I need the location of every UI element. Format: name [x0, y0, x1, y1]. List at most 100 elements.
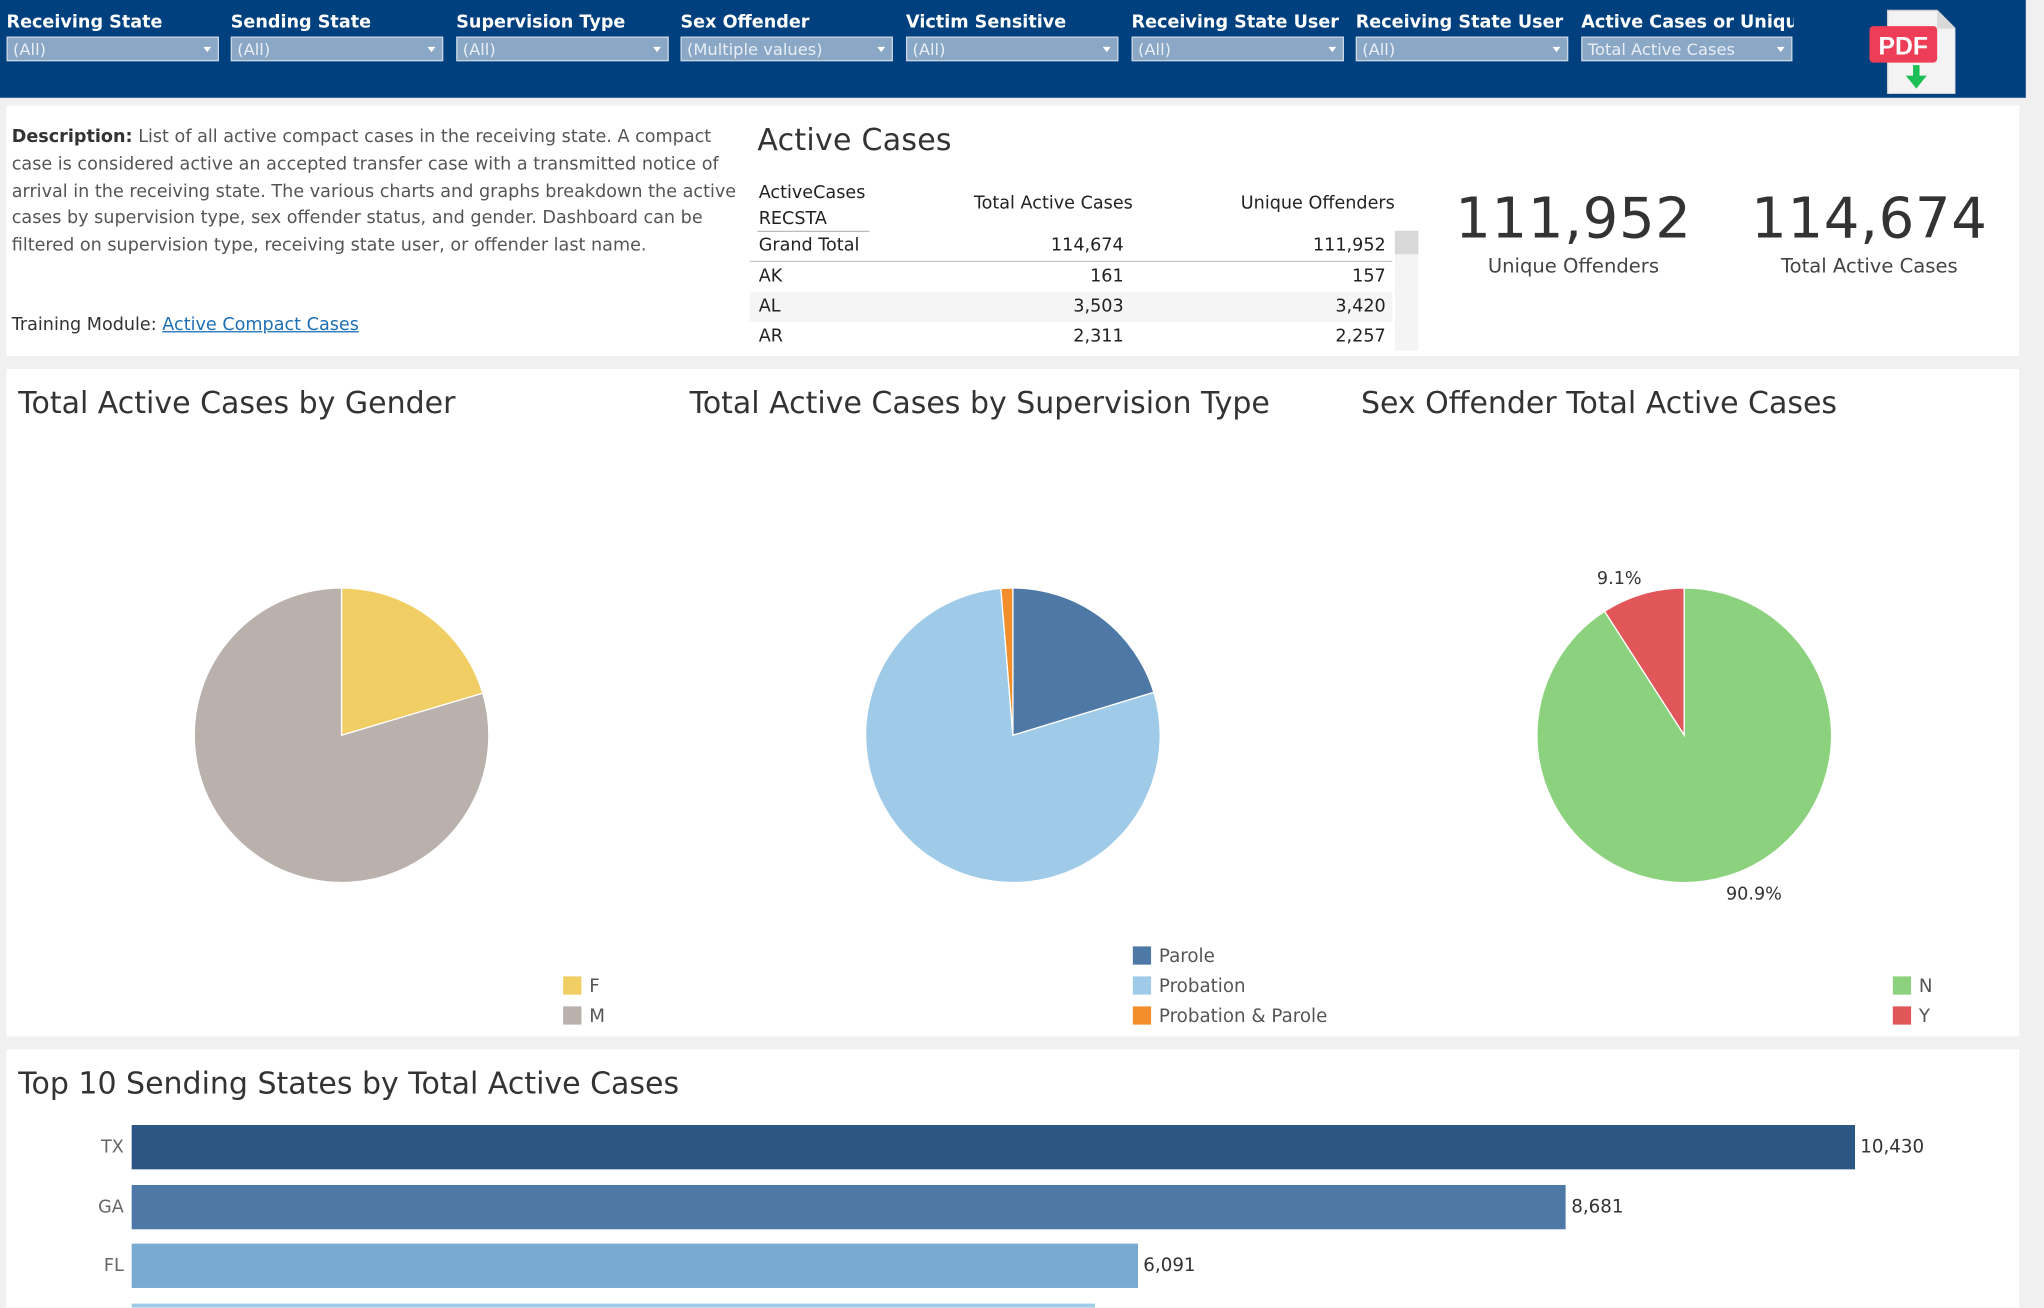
dropdown-value: (All): [1138, 39, 1171, 59]
slice-m[interactable]: [193, 587, 490, 884]
legend-swatch: [563, 976, 582, 995]
state-cell: Grand Total: [758, 234, 860, 256]
gender-chart-title: Total Active Cases by Gender: [18, 387, 456, 422]
gender-pie-chart[interactable]: [192, 585, 492, 885]
supervision-type-pie-chart[interactable]: [863, 585, 1163, 885]
dropdown-value: (All): [462, 39, 496, 59]
unique-cell: 111,952: [1312, 234, 1386, 256]
table-row[interactable]: AK 161 157: [750, 262, 1393, 292]
filter-bar: Receiving State (All) Sending State (All…: [0, 0, 2026, 98]
active-cases-title: Active Cases: [757, 123, 952, 158]
legend-swatch: [1132, 1006, 1152, 1025]
supervision-type-chart-title: Total Active Cases by Supervision Type: [689, 387, 1270, 422]
receiving-state-user-e-dropdown[interactable]: (All): [1131, 36, 1345, 62]
dropdown-arrow-icon: [653, 46, 661, 53]
bar-value-label: 6,091: [1143, 1255, 1196, 1277]
kpi-label: Unique Offenders: [1487, 254, 1660, 278]
receiving-state-dropdown[interactable]: (All): [6, 36, 220, 62]
filter-label: Sending State: [230, 11, 372, 33]
legend-label: M: [589, 1006, 605, 1028]
col-header-unique-offenders[interactable]: Unique Offenders: [1240, 192, 1395, 214]
bar-category-label: TX: [101, 1136, 124, 1158]
bar-fl[interactable]: [131, 1243, 1139, 1288]
active-cases-or-unique-dropdown[interactable]: Total Active Cases: [1581, 36, 1793, 62]
total-cell: 161: [1090, 265, 1124, 287]
dropdown-arrow-icon: [427, 46, 436, 53]
bar-value-label: 8,681: [1571, 1196, 1624, 1217]
total-cell: 3,503: [1073, 295, 1124, 317]
training-label: Training Module:: [11, 314, 163, 336]
legend-item-f[interactable]: F: [563, 976, 600, 997]
filter-receiving-state-user-c: Receiving State User C... (All): [1355, 10, 1569, 62]
header-divider: [757, 230, 870, 233]
dropdown-value: (Multiple values): [686, 39, 823, 59]
pdf-download-icon[interactable]: PDF: [1869, 8, 1957, 95]
legend-label: Parole: [1158, 946, 1215, 968]
legend-label: N: [1918, 976, 1933, 998]
filter-sending-state: Sending State (All): [230, 10, 444, 62]
victim-sensitive-dropdown[interactable]: (All): [906, 36, 1119, 62]
sending-state-dropdown[interactable]: (All): [230, 36, 444, 62]
filter-supervision-type: Supervision Type (All): [456, 10, 669, 62]
unique-cell: 3,420: [1335, 295, 1386, 317]
legend-item-probation-parole[interactable]: Probation & Parole: [1132, 1006, 1328, 1028]
state-cell: AK: [758, 265, 783, 287]
col-header-total-active-cases[interactable]: Total Active Cases: [973, 192, 1133, 214]
legend-label: F: [589, 976, 600, 998]
slice-probation[interactable]: [864, 587, 1161, 884]
slice-f[interactable]: [340, 587, 484, 737]
row-header-2: RECSTA: [758, 208, 827, 230]
legend-label: Y: [1918, 1006, 1931, 1028]
slice-probation-parole[interactable]: [1000, 587, 1014, 736]
description: Description: List of all active compact …: [12, 124, 742, 260]
kpi-value: 111,952: [1455, 186, 1692, 252]
dropdown-arrow-icon: [1776, 46, 1785, 53]
filter-victim-sensitive: Victim Sensitive (All): [906, 10, 1119, 62]
sex-offender-pie-chart[interactable]: [1534, 585, 1834, 885]
bar-category-label: GA: [98, 1196, 124, 1217]
dropdown-arrow-icon: [203, 46, 212, 53]
slice-n[interactable]: [1536, 587, 1833, 884]
total-cell: 2,311: [1073, 325, 1124, 347]
legend-label: Probation & Parole: [1158, 1006, 1328, 1028]
legend-item-y[interactable]: Y: [1892, 1006, 1931, 1028]
receiving-state-user-c-dropdown[interactable]: (All): [1355, 36, 1569, 62]
dropdown-value: Total Active Cases: [1587, 39, 1735, 59]
table-row[interactable]: AR 2,311 2,257: [750, 322, 1393, 352]
bar-ga[interactable]: [131, 1184, 1567, 1229]
description-label: Description:: [11, 126, 133, 148]
legend-item-n[interactable]: N: [1892, 976, 1933, 998]
scrollbar-thumb[interactable]: [1394, 230, 1419, 255]
table-row[interactable]: AL 3,503 3,420: [749, 292, 1393, 322]
slice-parole[interactable]: [1012, 587, 1155, 737]
pie-data-label-y: 9.1%: [1596, 568, 1642, 590]
training-module-link[interactable]: Active Compact Cases: [162, 314, 359, 336]
legend-item-parole[interactable]: Parole: [1132, 946, 1215, 968]
legend-label: Probation: [1158, 976, 1246, 998]
legend-item-m[interactable]: M: [563, 1006, 605, 1027]
legend-item-probation[interactable]: Probation: [1132, 976, 1246, 998]
dropdown-arrow-icon: [1328, 46, 1337, 53]
row-header: ActiveCases RECSTA: [759, 180, 866, 232]
state-cell: AL: [758, 295, 781, 317]
filter-label: Active Cases or Unique: [1581, 11, 1794, 33]
bar-next[interactable]: [131, 1302, 1095, 1308]
unique-cell: 157: [1352, 265, 1386, 287]
kpi-value: 114,674: [1751, 186, 1988, 252]
filter-receiving-state-user-e: Receiving State User E... (All): [1131, 10, 1345, 62]
pie-charts-panel: Total Active Cases by Gender Total Activ…: [6, 368, 2020, 1037]
bar-category-label: FL: [103, 1255, 124, 1277]
sex-offender-dropdown[interactable]: (Multiple values): [680, 36, 893, 62]
supervision-type-dropdown[interactable]: (All): [456, 36, 669, 62]
training-module: Training Module: Active Compact Cases: [12, 314, 359, 335]
filter-receiving-state: Receiving State (All): [6, 10, 220, 62]
bar-tx[interactable]: [131, 1125, 1856, 1170]
description-text: List of all active compact cases in the …: [11, 126, 737, 256]
dropdown-value: (All): [1362, 39, 1396, 59]
kpi-unique-offenders: 111,952 Unique Offenders: [1430, 186, 1717, 277]
table-row-grand-total[interactable]: Grand Total 114,674 111,952: [749, 231, 1393, 263]
slice-y[interactable]: [1603, 587, 1685, 738]
table-scrollbar[interactable]: [1394, 230, 1419, 351]
dropdown-arrow-icon: [1552, 46, 1561, 53]
